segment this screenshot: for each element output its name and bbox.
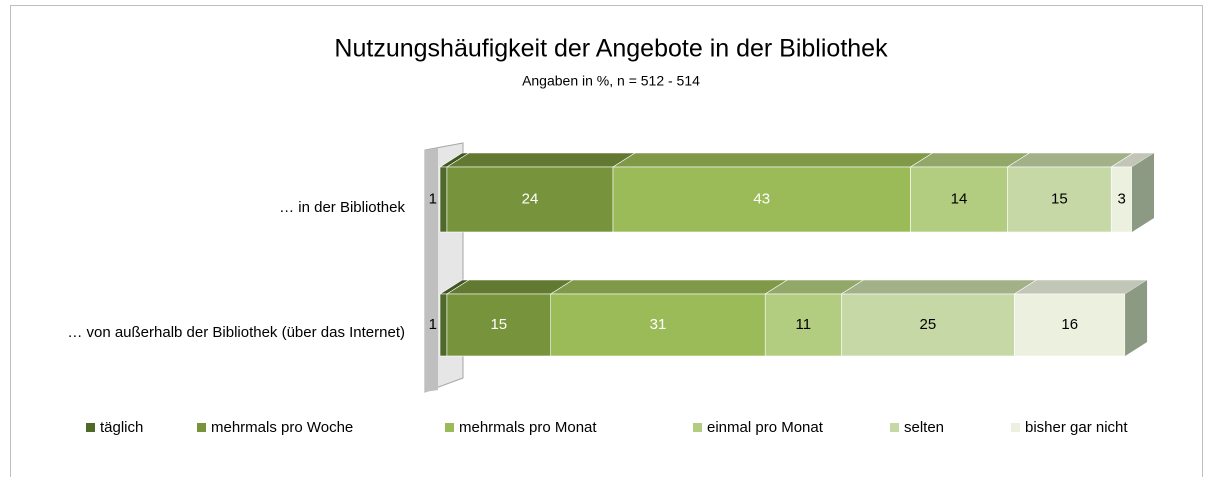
bar [439,166,448,233]
data-label: 25 [920,316,937,333]
bar [550,293,766,357]
bar [439,293,448,357]
chart-frame [10,5,1203,477]
bar [910,166,1008,233]
legend-swatch [693,423,702,432]
bar-top [445,152,637,168]
data-label: 15 [490,316,507,333]
bar [1007,166,1112,233]
legend-swatch [445,423,454,432]
data-label: 1 [429,316,437,333]
legend-label: einmal pro Monat [707,419,824,436]
category-label: … von außerhalb der Bibliothek (über das… [67,324,405,341]
bar [1014,293,1126,357]
bar-side [1132,153,1154,232]
bar-top [549,279,789,295]
data-label: 14 [951,190,968,207]
legend-label: selten [904,419,944,436]
data-label: 3 [1117,190,1125,207]
data-label: 43 [753,190,770,207]
bar-top [1013,279,1149,295]
chart-subtitle: Angaben in %, n = 512 - 514 [522,73,700,89]
bar [841,293,1015,357]
bar [612,166,911,233]
legend-swatch [1011,423,1020,432]
bar-top [611,152,934,168]
data-label: 24 [522,190,539,207]
data-label: 11 [796,316,812,333]
bar-side [1125,280,1148,356]
legend-swatch [197,423,206,432]
category-label: … in der Bibliothek [279,198,405,216]
data-label: 1 [429,190,437,207]
legend-label: bisher gar nicht [1025,419,1128,436]
legend-label: täglich [100,419,143,436]
bar [764,293,842,357]
bar [446,293,552,357]
data-label: 15 [1051,190,1068,207]
chart-title: Nutzungshäufigkeit der Angebote in der B… [334,35,888,63]
legend-label: mehrmals pro Monat [459,419,597,436]
bar-top [840,279,1038,295]
data-label: 31 [650,316,667,333]
axis-wall-edge [425,148,438,392]
legend-label: mehrmals pro Woche [211,419,353,436]
legend-swatch [86,423,95,432]
legend-swatch [890,423,899,432]
bar [446,166,614,233]
data-label: 16 [1061,316,1078,333]
